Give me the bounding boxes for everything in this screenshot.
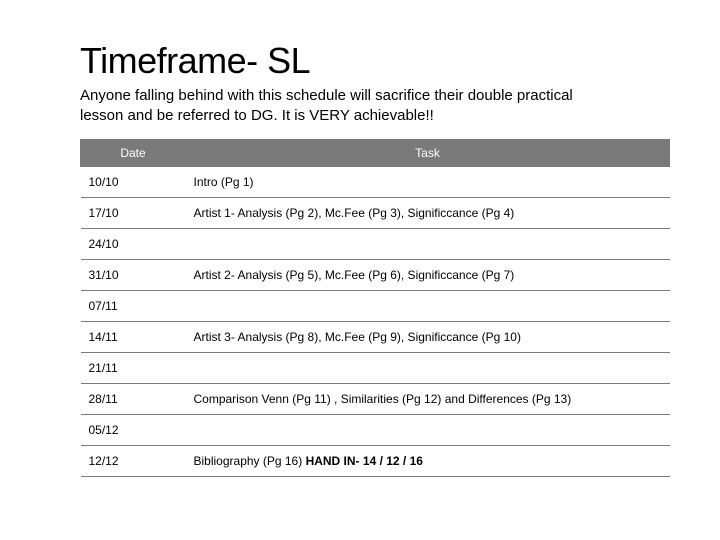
cell-task: Artist 1- Analysis (Pg 2), Mc.Fee (Pg 3)… — [186, 198, 670, 229]
cell-task — [186, 291, 670, 322]
cell-task: Artist 2- Analysis (Pg 5), Mc.Fee (Pg 6)… — [186, 260, 670, 291]
cell-task: Artist 3- Analysis (Pg 8), Mc.Fee (Pg 9)… — [186, 322, 670, 353]
cell-task — [186, 353, 670, 384]
table-row: 07/11 — [81, 291, 670, 322]
cell-date: 12/12 — [81, 446, 186, 477]
cell-task: Intro (Pg 1) — [186, 167, 670, 198]
table-row: 05/12 — [81, 415, 670, 446]
cell-task — [186, 415, 670, 446]
cell-date: 24/10 — [81, 229, 186, 260]
table-header-row: Date Task — [81, 140, 670, 167]
cell-date: 05/12 — [81, 415, 186, 446]
table-row: 31/10 Artist 2- Analysis (Pg 5), Mc.Fee … — [81, 260, 670, 291]
table-row: 14/11 Artist 3- Analysis (Pg 8), Mc.Fee … — [81, 322, 670, 353]
subtitle-text: Anyone falling behind with this schedule… — [80, 86, 600, 125]
cell-task-bold: HAND IN- 14 / 12 / 16 — [306, 454, 423, 468]
table-row: 17/10 Artist 1- Analysis (Pg 2), Mc.Fee … — [81, 198, 670, 229]
cell-date: 14/11 — [81, 322, 186, 353]
page-title: Timeframe- SL — [80, 40, 670, 82]
cell-task: Bibliography (Pg 16) HAND IN- 14 / 12 / … — [186, 446, 670, 477]
cell-date: 10/10 — [81, 167, 186, 198]
cell-date: 17/10 — [81, 198, 186, 229]
col-header-date: Date — [81, 140, 186, 167]
table-row: 21/11 — [81, 353, 670, 384]
slide: Timeframe- SL Anyone falling behind with… — [0, 0, 720, 540]
cell-date: 31/10 — [81, 260, 186, 291]
cell-task — [186, 229, 670, 260]
cell-task-prefix: Bibliography (Pg 16) — [194, 454, 306, 468]
table-row: 24/10 — [81, 229, 670, 260]
table-row: 12/12 Bibliography (Pg 16) HAND IN- 14 /… — [81, 446, 670, 477]
cell-date: 21/11 — [81, 353, 186, 384]
table-body: 10/10 Intro (Pg 1) 17/10 Artist 1- Analy… — [81, 167, 670, 477]
table-row: 10/10 Intro (Pg 1) — [81, 167, 670, 198]
col-header-task: Task — [186, 140, 670, 167]
table-row: 28/11 Comparison Venn (Pg 11) , Similari… — [81, 384, 670, 415]
cell-date: 07/11 — [81, 291, 186, 322]
cell-date: 28/11 — [81, 384, 186, 415]
cell-task: Comparison Venn (Pg 11) , Similarities (… — [186, 384, 670, 415]
schedule-table: Date Task 10/10 Intro (Pg 1) 17/10 Artis… — [80, 139, 670, 477]
